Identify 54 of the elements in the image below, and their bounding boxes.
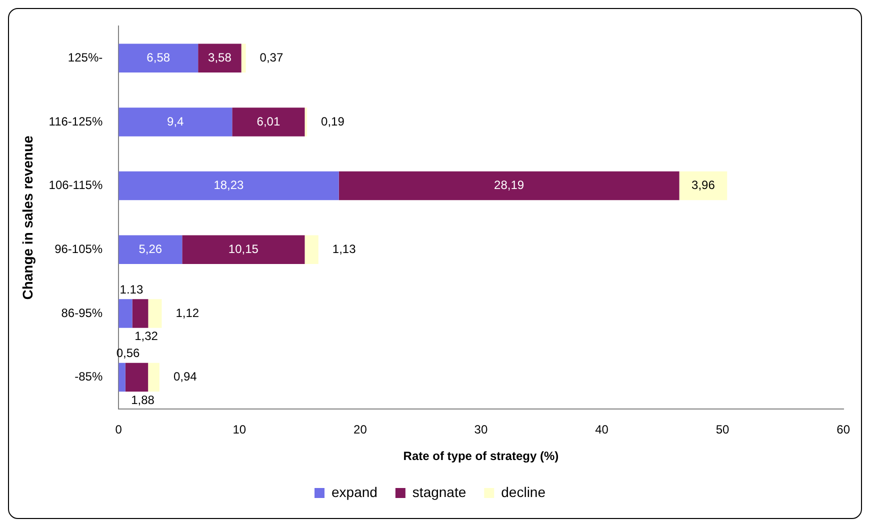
data-label: 0,19 xyxy=(321,114,345,128)
data-label: 6,58 xyxy=(146,50,170,64)
legend-label: stagnate xyxy=(412,484,466,500)
data-label: 28,19 xyxy=(494,178,524,192)
data-label: 6,01 xyxy=(256,114,280,128)
data-label: 1,88 xyxy=(131,392,155,407)
y-tick-label: -85% xyxy=(74,370,103,384)
y-axis-title: Change in sales revenue xyxy=(19,135,36,300)
bar xyxy=(118,299,132,328)
bar xyxy=(304,108,308,136)
bar xyxy=(679,171,728,200)
data-label: 0,94 xyxy=(173,370,198,384)
data-label: 1,13 xyxy=(332,242,356,256)
y-tick-label: 116-125% xyxy=(48,114,103,128)
bar xyxy=(118,235,182,264)
y-tick-label: 86-95% xyxy=(61,306,103,320)
x-tick-label: 30 xyxy=(474,422,488,437)
data-label: 1,12 xyxy=(176,306,200,320)
x-tick-label: 20 xyxy=(354,422,368,437)
x-tick-label: 60 xyxy=(836,422,850,437)
data-label: 5,26 xyxy=(138,242,162,256)
data-label: 0,37 xyxy=(260,50,284,64)
bar xyxy=(125,362,148,392)
x-tick-label: 40 xyxy=(595,422,609,437)
legend-label: decline xyxy=(501,484,546,500)
data-label: 1,32 xyxy=(134,329,158,344)
bar xyxy=(148,299,162,328)
bar xyxy=(198,44,242,72)
y-tick-label: 96-105% xyxy=(54,242,103,256)
data-label: 3,96 xyxy=(692,178,716,192)
bar xyxy=(118,362,126,392)
data-label: 0,56 xyxy=(116,346,140,360)
legend-label: expand xyxy=(331,484,378,500)
x-axis-title: Rate of type of strategy (%) xyxy=(403,449,559,464)
bar xyxy=(304,235,318,264)
y-tick-label: 125%- xyxy=(68,50,103,64)
bar xyxy=(118,44,198,72)
data-label: 18,23 xyxy=(214,178,244,192)
data-label: 10,15 xyxy=(228,242,259,256)
x-tick-label: 50 xyxy=(716,422,730,437)
bar xyxy=(148,362,160,392)
x-tick-label: 0 xyxy=(115,422,122,437)
data-label: 1.13 xyxy=(120,282,144,296)
data-label: 3,58 xyxy=(208,50,232,64)
bar xyxy=(118,171,339,200)
x-tick-label: 10 xyxy=(232,422,246,437)
bar xyxy=(132,299,148,328)
y-tick-label: 106-115% xyxy=(48,178,103,192)
data-label: 9,4 xyxy=(167,114,184,128)
bar xyxy=(182,235,305,264)
bar xyxy=(118,108,232,136)
bar xyxy=(338,171,680,200)
bar xyxy=(241,44,246,72)
bar xyxy=(232,108,305,136)
